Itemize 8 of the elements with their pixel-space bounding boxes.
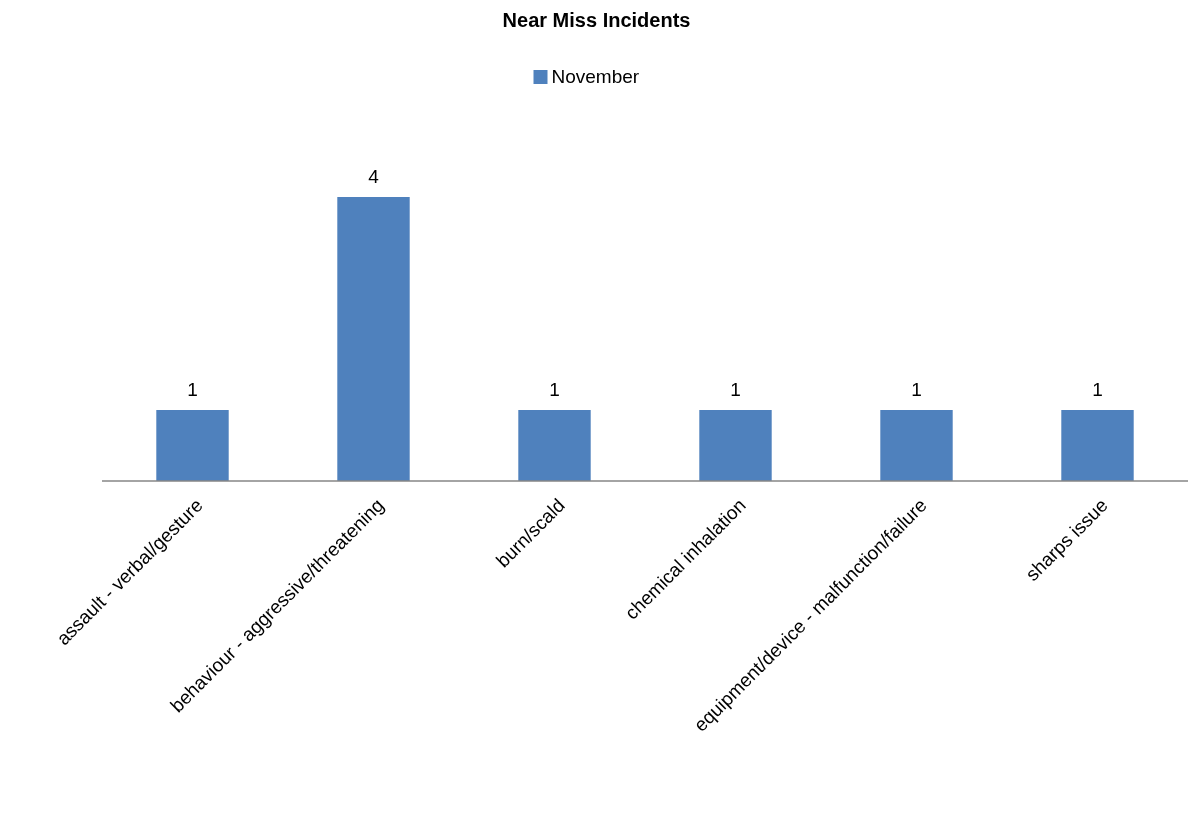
data-label: 1 — [1092, 379, 1103, 400]
data-label: 4 — [368, 166, 380, 187]
data-label: 1 — [187, 379, 198, 400]
chart-title: Near Miss Incidents — [502, 9, 691, 31]
data-label: 1 — [911, 379, 922, 400]
data-label: 1 — [549, 379, 560, 400]
legend-label: November — [551, 66, 640, 88]
data-label: 1 — [730, 379, 741, 400]
